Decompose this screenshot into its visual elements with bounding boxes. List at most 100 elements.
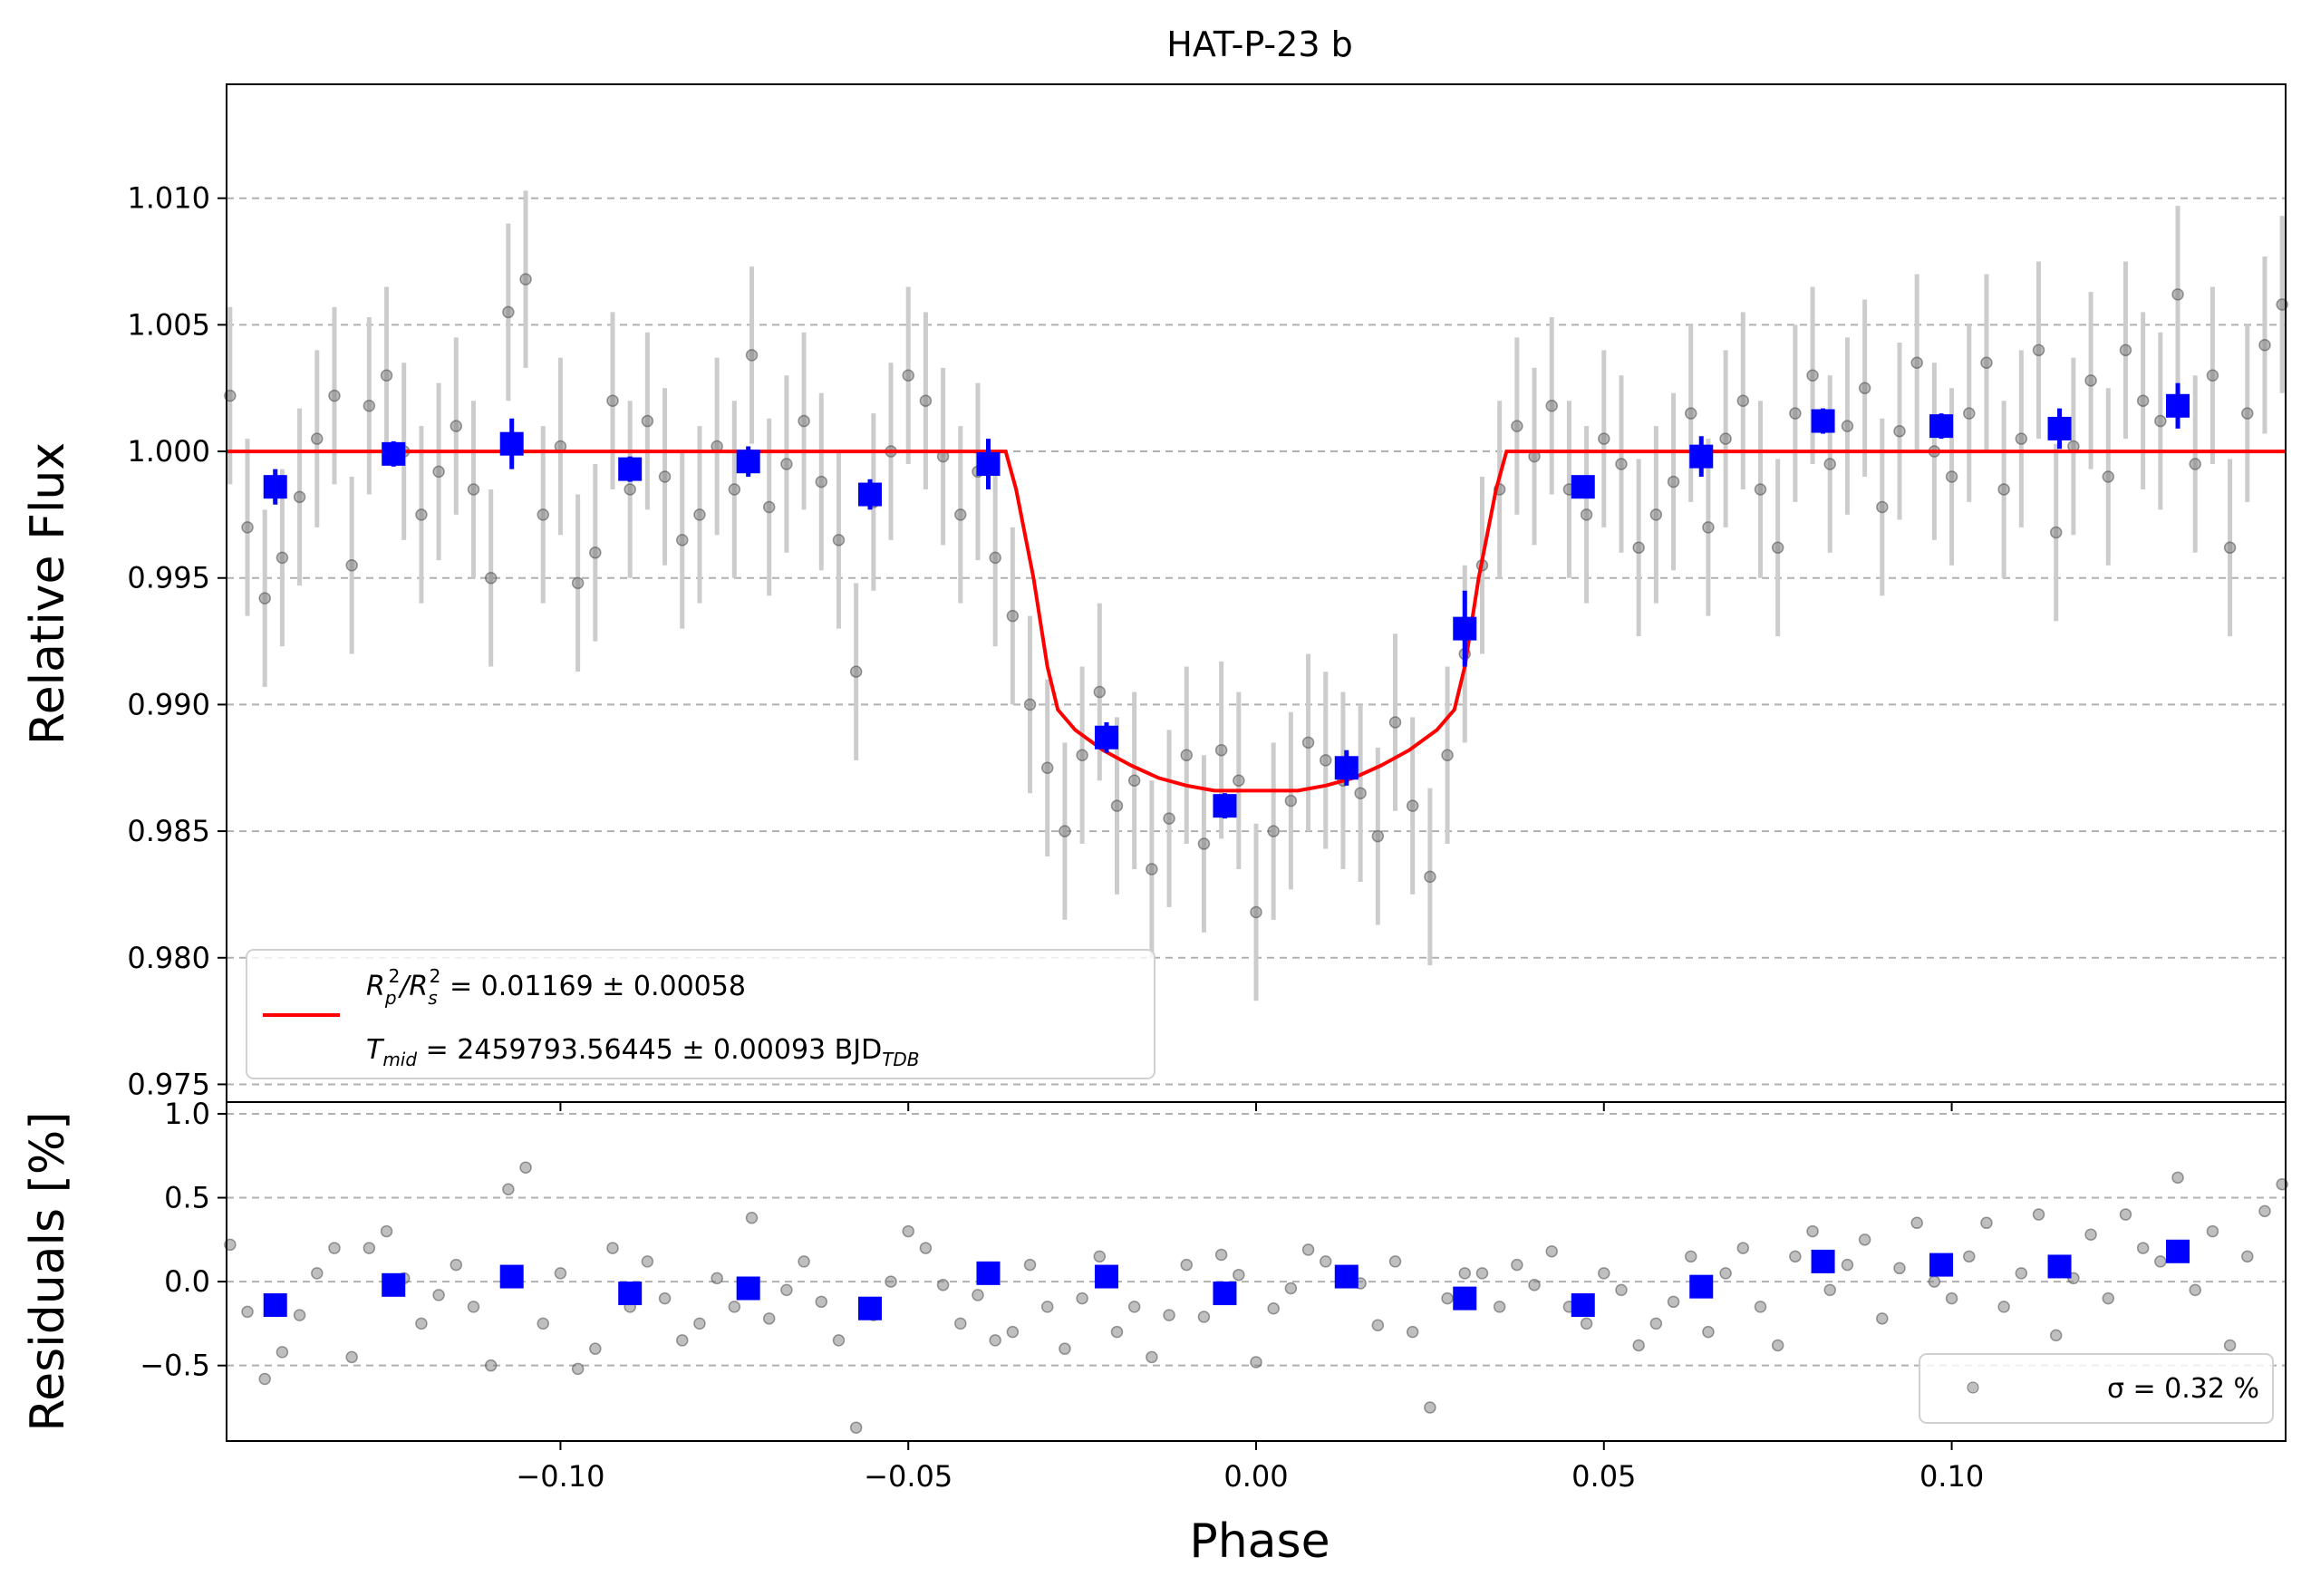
- raw-residual-point: [1406, 1325, 1419, 1339]
- raw-point: [832, 534, 846, 547]
- raw-point: [624, 483, 636, 496]
- raw-point: [1893, 424, 1906, 438]
- raw-residual-point: [1702, 1325, 1715, 1339]
- raw-point: [849, 665, 863, 678]
- raw-point: [1320, 754, 1332, 767]
- raw-residual-point: [936, 1279, 950, 1291]
- binned-point: [736, 450, 760, 474]
- binned-points: [263, 382, 2190, 819]
- raw-residual-point: [484, 1359, 498, 1372]
- binned-point: [1811, 409, 1835, 433]
- raw-point: [519, 273, 532, 285]
- raw-residual-point: [1076, 1291, 1088, 1305]
- raw-residual-point: [380, 1224, 393, 1238]
- binned-residual-point: [1811, 1249, 1835, 1273]
- binned-point: [858, 482, 882, 507]
- raw-residual-point: [258, 1372, 271, 1386]
- raw-residual-point: [676, 1334, 689, 1347]
- raw-residual-point: [1475, 1267, 1489, 1280]
- binned-residual-point: [1334, 1264, 1359, 1289]
- raw-residual-point: [745, 1212, 759, 1224]
- raw-point: [258, 592, 271, 605]
- raw-point: [1127, 774, 1141, 787]
- raw-point: [606, 394, 619, 407]
- raw-residual-point: [1267, 1301, 1280, 1315]
- raw-point: [450, 420, 463, 432]
- raw-point: [2136, 394, 2150, 407]
- binned-residual-point: [382, 1272, 406, 1297]
- raw-residual-point: [1110, 1325, 1124, 1339]
- raw-residual-point: [2119, 1208, 2132, 1221]
- raw-point: [1093, 685, 1107, 699]
- raw-residual-point: [711, 1272, 723, 1285]
- raw-point: [1910, 356, 1923, 370]
- raw-residual-point: [2241, 1250, 2254, 1263]
- raw-point: [1214, 743, 1228, 757]
- binned-residual-point: [1453, 1286, 1477, 1311]
- raw-point: [2032, 343, 2045, 357]
- raw-residual-point: [502, 1183, 515, 1196]
- raw-residual-point: [345, 1350, 358, 1364]
- raw-point: [432, 465, 445, 479]
- binned-residual-point: [618, 1282, 643, 1306]
- raw-point: [363, 400, 376, 412]
- legend-line-2: Tmid = 2459793.56445 ± 0.00093 BJDTDB: [366, 1034, 920, 1070]
- raw-point: [919, 394, 933, 407]
- raw-residual-point: [1545, 1245, 1558, 1258]
- raw-point: [1406, 799, 1419, 812]
- legend-1-sup2: 2: [430, 965, 441, 987]
- binned-residual-point: [499, 1264, 524, 1289]
- top-y-tick-label: 0.985: [127, 814, 210, 848]
- raw-residual-point: [1789, 1250, 1802, 1263]
- raw-residual-point: [1980, 1216, 1993, 1230]
- raw-point: [2223, 541, 2237, 554]
- raw-residual-point: [554, 1267, 567, 1280]
- raw-residual-point: [1006, 1325, 1020, 1339]
- raw-residual-point: [1023, 1258, 1037, 1272]
- raw-residual-point: [1876, 1312, 1889, 1325]
- raw-residual-point: [2049, 1329, 2063, 1342]
- raw-point: [1250, 905, 1262, 919]
- raw-point: [1059, 825, 1071, 837]
- raw-residual-point: [954, 1317, 967, 1330]
- raw-residual-point: [2206, 1224, 2219, 1238]
- raw-residual-point: [693, 1317, 706, 1330]
- legend-2-main: T: [366, 1034, 385, 1066]
- raw-residual-point: [2189, 1283, 2201, 1297]
- raw-residual-point: [1806, 1224, 1819, 1238]
- raw-residual-point: [1893, 1262, 1906, 1275]
- raw-residual-point: [450, 1258, 463, 1272]
- raw-residual-point: [780, 1283, 793, 1297]
- residual-y-tick-label: 1.0: [164, 1097, 210, 1131]
- binned-residual-point: [2047, 1254, 2072, 1279]
- raw-residual-point: [537, 1317, 549, 1330]
- raw-residual-point: [276, 1346, 289, 1359]
- raw-point: [589, 547, 602, 559]
- binned-point: [976, 452, 1001, 477]
- raw-residual-point: [1528, 1279, 1541, 1291]
- legend-line-1: Rp2/Rs2 = 0.01169 ± 0.00058: [366, 965, 746, 1009]
- raw-point: [380, 369, 393, 382]
- binned-residual-point: [263, 1293, 287, 1318]
- raw-point: [2049, 526, 2063, 539]
- raw-residual-point: [1580, 1317, 1593, 1330]
- raw-residual-point: [2102, 1291, 2115, 1305]
- raw-point: [1632, 541, 1645, 554]
- raw-point: [1110, 799, 1124, 812]
- raw-point: [1197, 837, 1211, 850]
- raw-point: [1511, 420, 1523, 432]
- legend-1-value: = 0.01169 ± 0.00058: [440, 971, 746, 1002]
- residual-grid: [227, 1112, 2286, 1367]
- raw-residual-point: [1388, 1255, 1402, 1268]
- binned-residual-point: [1571, 1293, 1595, 1318]
- x-tick-label: −0.05: [864, 1459, 952, 1494]
- raw-residual-point: [1841, 1258, 1854, 1272]
- raw-point: [502, 305, 515, 319]
- raw-point: [484, 571, 498, 585]
- raw-residual-point: [1320, 1255, 1332, 1268]
- raw-point: [1806, 369, 1819, 382]
- raw-residual-point: [728, 1301, 741, 1313]
- binned-residual-point: [2166, 1239, 2190, 1263]
- raw-residual-point: [1458, 1267, 1472, 1280]
